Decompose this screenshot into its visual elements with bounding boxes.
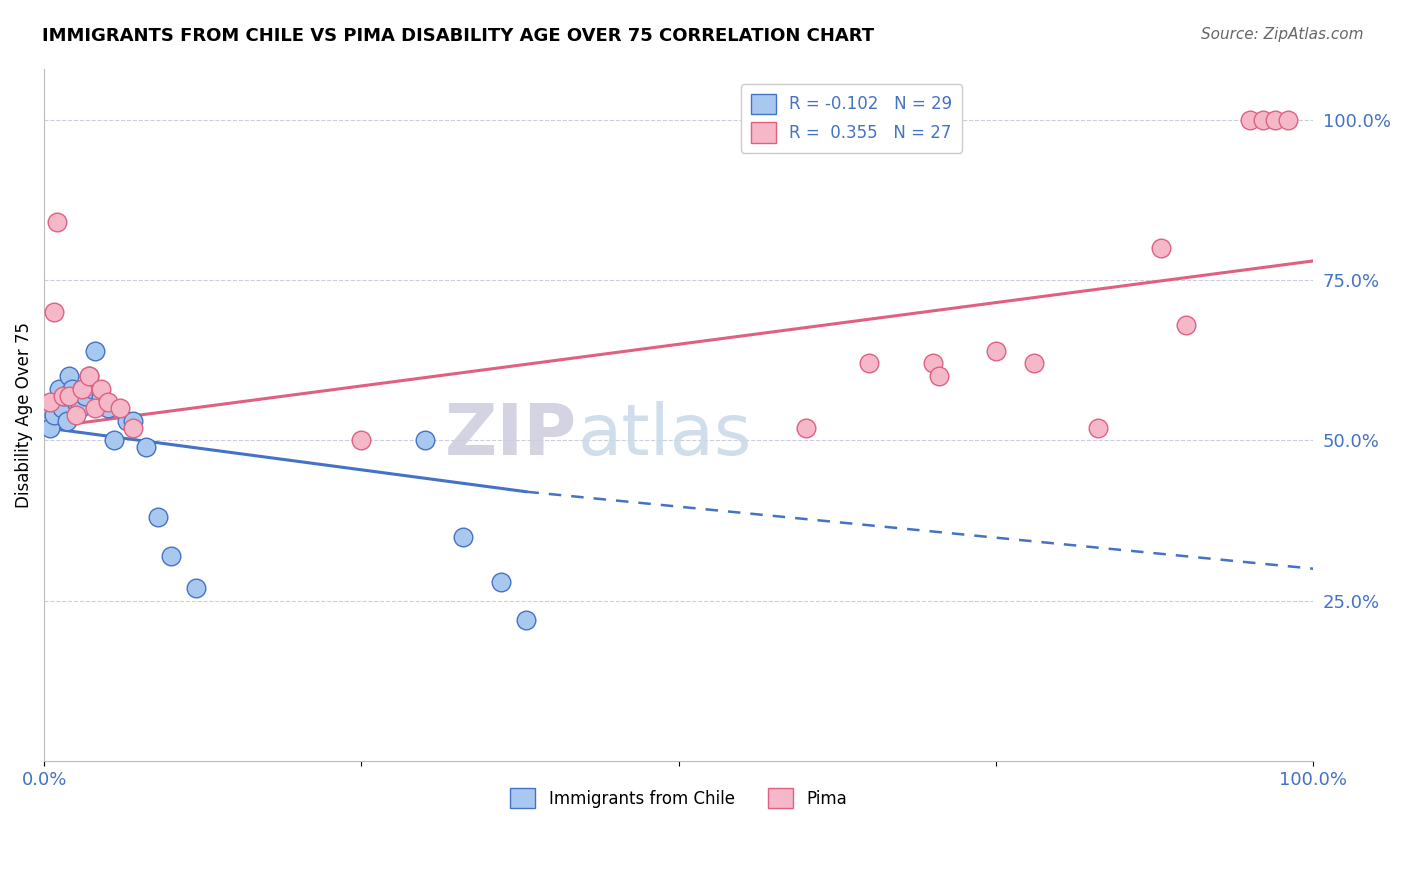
Immigrants from Chile <box>115 414 138 428</box>
Pima <box>858 357 880 371</box>
Immigrants from Chile <box>69 401 91 416</box>
Immigrants from Chile <box>73 388 96 402</box>
Immigrants from Chile <box>103 434 125 448</box>
Pima <box>97 395 120 409</box>
Immigrants from Chile <box>60 382 83 396</box>
Pima <box>350 434 373 448</box>
Immigrants from Chile <box>160 549 183 563</box>
Pima <box>83 401 105 416</box>
Pima <box>794 420 817 434</box>
Immigrants from Chile <box>413 434 436 448</box>
Immigrants from Chile <box>82 382 104 396</box>
Pima <box>1087 420 1109 434</box>
Pima <box>1150 241 1173 255</box>
Pima <box>122 420 145 434</box>
Pima <box>1175 318 1198 332</box>
Pima <box>1251 112 1274 127</box>
Immigrants from Chile <box>186 581 208 595</box>
Immigrants from Chile <box>77 369 100 384</box>
Pima <box>928 369 950 384</box>
Immigrants from Chile <box>58 369 80 384</box>
Immigrants from Chile <box>48 382 70 396</box>
Pima <box>984 343 1007 358</box>
Pima <box>52 388 75 402</box>
Pima <box>90 382 112 396</box>
Pima <box>1239 112 1261 127</box>
Pima <box>45 215 67 229</box>
Immigrants from Chile <box>90 388 112 402</box>
Immigrants from Chile <box>515 613 537 627</box>
Immigrants from Chile <box>83 343 105 358</box>
Immigrants from Chile <box>70 382 93 396</box>
Legend: Immigrants from Chile, Pima: Immigrants from Chile, Pima <box>503 781 853 815</box>
Pima <box>1264 112 1286 127</box>
Pima <box>921 357 943 371</box>
Text: atlas: atlas <box>576 401 752 470</box>
Pima <box>1277 112 1299 127</box>
Pima <box>1022 357 1045 371</box>
Immigrants from Chile <box>65 395 87 409</box>
Immigrants from Chile <box>56 414 79 428</box>
Immigrants from Chile <box>451 530 474 544</box>
Immigrants from Chile <box>44 408 66 422</box>
Pima <box>77 369 100 384</box>
Pima <box>110 401 132 416</box>
Pima <box>44 305 66 319</box>
Y-axis label: Disability Age Over 75: Disability Age Over 75 <box>15 322 32 508</box>
Immigrants from Chile <box>135 440 157 454</box>
Immigrants from Chile <box>489 574 512 589</box>
Text: IMMIGRANTS FROM CHILE VS PIMA DISABILITY AGE OVER 75 CORRELATION CHART: IMMIGRANTS FROM CHILE VS PIMA DISABILITY… <box>42 27 875 45</box>
Immigrants from Chile <box>97 401 120 416</box>
Immigrants from Chile <box>39 420 62 434</box>
Text: Source: ZipAtlas.com: Source: ZipAtlas.com <box>1201 27 1364 42</box>
Immigrants from Chile <box>51 401 73 416</box>
Immigrants from Chile <box>45 395 67 409</box>
Pima <box>70 382 93 396</box>
Pima <box>39 395 62 409</box>
Immigrants from Chile <box>148 510 170 524</box>
Immigrants from Chile <box>53 388 76 402</box>
Text: ZIP: ZIP <box>444 401 576 470</box>
Immigrants from Chile <box>122 414 145 428</box>
Pima <box>65 408 87 422</box>
Pima <box>58 388 80 402</box>
